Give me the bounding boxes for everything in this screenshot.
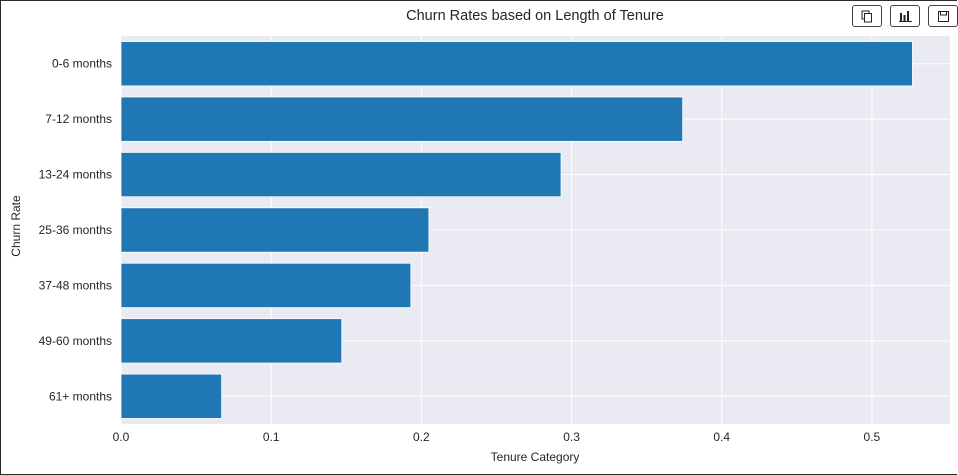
bar-61-months: [120, 373, 223, 419]
x-tick-label: 0.0: [113, 430, 130, 444]
copy-button[interactable]: [852, 5, 882, 27]
bar-0-6-months: [120, 41, 913, 87]
x-tick-label: 0.5: [864, 430, 881, 444]
x-tick-label: 0.4: [713, 430, 730, 444]
save-icon: [937, 10, 949, 22]
bar-25-36-months: [120, 207, 430, 253]
x-tick-label: 0.1: [263, 430, 280, 444]
bar-7-12-months: [120, 96, 684, 142]
x-axis-label: Tenure Category: [491, 450, 580, 464]
x-tick-labels: 0.0 0.1 0.2 0.3 0.4 0.5: [113, 430, 881, 444]
bar-chart-icon: [898, 11, 912, 22]
y-tick-label: 25-36 months: [39, 223, 112, 237]
bars: [120, 41, 913, 419]
y-tick-label: 7-12 months: [45, 112, 112, 126]
y-tick-label: 0-6 months: [52, 57, 112, 71]
y-axis-label: Churn Rate: [9, 195, 23, 257]
x-tick-label: 0.2: [413, 430, 430, 444]
y-tick-label: 37-48 months: [39, 278, 112, 292]
chart-view-button[interactable]: [890, 5, 920, 27]
y-tick-label: 61+ months: [49, 389, 112, 403]
chart-title: Churn Rates based on Length of Tenure: [406, 8, 664, 24]
bar-37-48-months: [120, 262, 412, 308]
y-tick-labels: 0-6 months 7-12 months 13-24 months 25-36 m…: [39, 57, 112, 404]
y-tick-label: 13-24 months: [39, 168, 112, 182]
x-tick-label: 0.3: [563, 430, 580, 444]
y-tick-label: 49-60 months: [39, 334, 112, 348]
bar-13-24-months: [120, 151, 562, 198]
bar-49-60-months: [120, 318, 343, 364]
copy-icon: [861, 10, 872, 22]
